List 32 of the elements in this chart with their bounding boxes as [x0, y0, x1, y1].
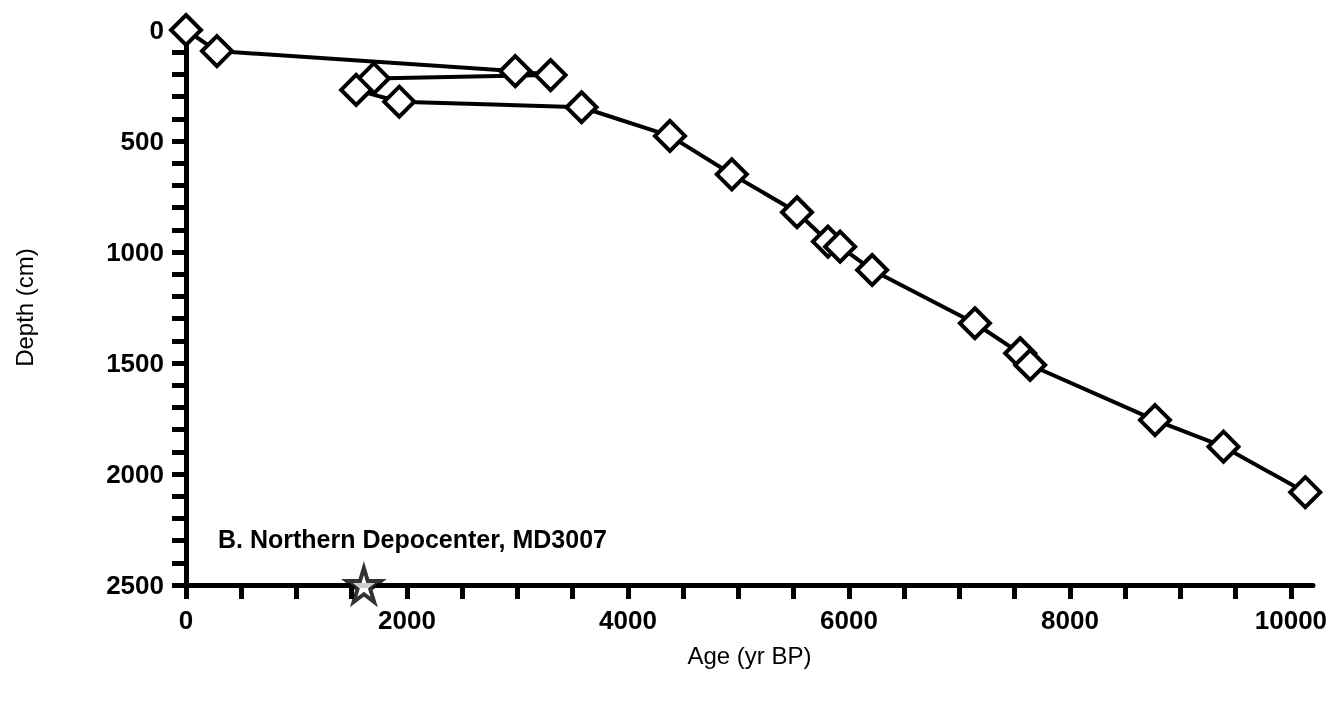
point — [714, 157, 749, 192]
point — [169, 13, 203, 47]
x-tick-label: 8000 — [1041, 605, 1099, 635]
point — [1288, 475, 1323, 510]
y-tick-label: 0 — [149, 15, 164, 45]
point — [1206, 429, 1241, 464]
point — [339, 72, 374, 107]
y-tick-label: 500 — [120, 126, 164, 156]
annotation: B. Northern Depocenter, MD3007 — [218, 524, 607, 553]
x-axis-title: Age (yr BP) — [687, 641, 812, 669]
y-tick-label: 1000 — [106, 237, 164, 267]
y-tick-label: 2500 — [106, 570, 164, 600]
point — [564, 90, 599, 125]
point — [652, 118, 687, 153]
point — [1138, 403, 1172, 438]
x-tick-label: 6000 — [820, 605, 878, 635]
point — [199, 34, 234, 69]
x-tick-label: 10000 — [1254, 605, 1328, 635]
y-tick-label: 2000 — [106, 459, 164, 489]
point — [780, 195, 815, 230]
point — [823, 229, 858, 264]
point — [957, 306, 992, 341]
point — [533, 58, 568, 93]
point — [498, 54, 533, 89]
x-tick-label: 4000 — [599, 605, 657, 635]
x-tick-label: 2000 — [378, 605, 436, 635]
y-tick-label: 1500 — [106, 348, 164, 378]
point — [855, 252, 890, 287]
point — [382, 84, 417, 119]
y-axis-title: Depth (cm) — [10, 248, 38, 367]
x-tick-label: 0 — [178, 605, 194, 635]
point — [1013, 348, 1048, 382]
